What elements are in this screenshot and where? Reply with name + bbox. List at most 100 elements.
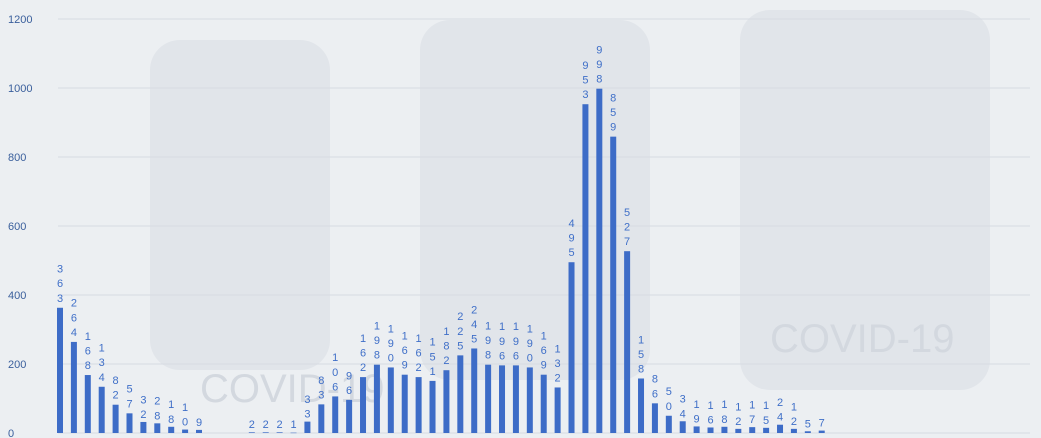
bar [693,426,700,433]
bar [610,136,617,433]
y-tick-label: 1200 [8,14,32,26]
bar [499,365,506,433]
bar [554,387,561,433]
bar [679,421,686,433]
bar [790,428,797,433]
y-tick-label: 1000 [8,83,32,95]
bar [457,355,464,433]
bar [196,429,202,433]
bar [182,429,189,433]
data-label: 7 [819,418,825,430]
y-tick-label: 400 [8,290,26,302]
y-tick-label: 800 [8,152,26,164]
bar [304,421,311,433]
bar [707,427,714,433]
bars [57,88,825,434]
bar [112,404,119,433]
data-labels: 3 6 3 2 6 4 1 6 81 3 4 8 2 5 7 3 22 81 81 0 9 2 2 2 13 38 31 0 69 61 6… [57,44,825,431]
bar [485,364,492,433]
gridlines [58,18,1030,434]
bar [70,341,77,433]
watermark-text-left: COVID-19 [200,367,385,411]
bar [735,428,742,433]
bar [276,432,283,433]
bar [98,386,105,433]
bg-vial-2 [420,20,650,380]
bar [387,367,394,433]
bar [140,421,147,433]
bar [429,380,436,433]
bar [624,251,631,433]
bar [749,427,756,433]
data-label: 2 [249,419,255,431]
bar [373,364,380,433]
bar [262,432,269,433]
bar [415,377,422,433]
bar [126,413,133,433]
y-axis-ticks: 0 200 400 600 800 1000 1200 [8,14,32,438]
bar [154,423,161,433]
bar [168,426,175,433]
bar [401,374,408,433]
bar [346,399,353,433]
bar [596,88,603,433]
bar [84,375,91,433]
watermark-text-right: COVID-19 [770,317,955,361]
y-tick-label: 0 [8,428,14,438]
bar [818,430,825,433]
bar [526,367,533,433]
data-label: 5 [805,418,811,430]
bar [360,377,367,433]
bar [290,432,297,434]
y-tick-label: 600 [8,221,26,233]
bar [777,424,784,433]
bar [568,262,575,433]
data-label: 2 [277,419,283,431]
bar [512,365,519,433]
data-label: 9 [196,417,202,429]
bar [57,307,63,433]
bar [248,432,255,433]
bg-vial-1 [150,40,330,370]
bar [665,415,672,433]
bar [471,348,478,433]
